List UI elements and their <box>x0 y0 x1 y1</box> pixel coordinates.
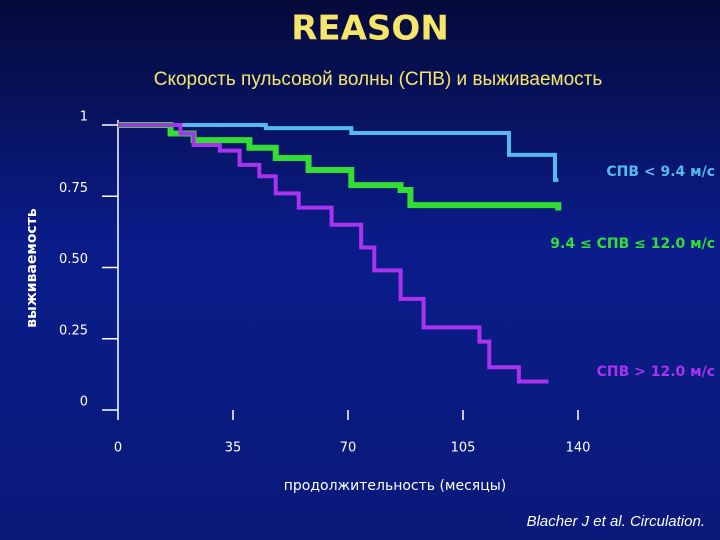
y-tick-label: 0.25 <box>59 323 88 338</box>
series-label: СПВ < 9.4 м/с <box>606 164 715 180</box>
y-tick-label: 0.75 <box>59 181 88 196</box>
series-label: 9.4 ≤ СПВ ≤ 12.0 м/с <box>550 236 715 252</box>
x-tick-label: 105 <box>451 441 476 456</box>
series-label: СПВ > 12.0 м/с <box>597 364 715 380</box>
survival-curve <box>118 123 549 384</box>
x-tick-label: 35 <box>225 441 242 456</box>
x-tick-label: 140 <box>566 441 591 456</box>
x-axis-label: продолжительность (месяцы) <box>284 478 507 494</box>
chart-title: REASON <box>291 9 449 49</box>
y-tick-label: 1 <box>80 110 88 125</box>
citation: Blacher J et al. Circulation. <box>527 513 705 530</box>
y-tick-label: 0.50 <box>59 252 88 267</box>
y-axis-label: выживаемость <box>24 208 40 328</box>
chart-subtitle: Скорость пульсовой волны (СПВ) и выживае… <box>154 69 603 90</box>
x-tick-label: 70 <box>340 441 357 456</box>
y-tick-label: 0 <box>80 395 88 410</box>
survival-curve <box>118 123 559 183</box>
x-tick-label: 0 <box>114 441 122 456</box>
